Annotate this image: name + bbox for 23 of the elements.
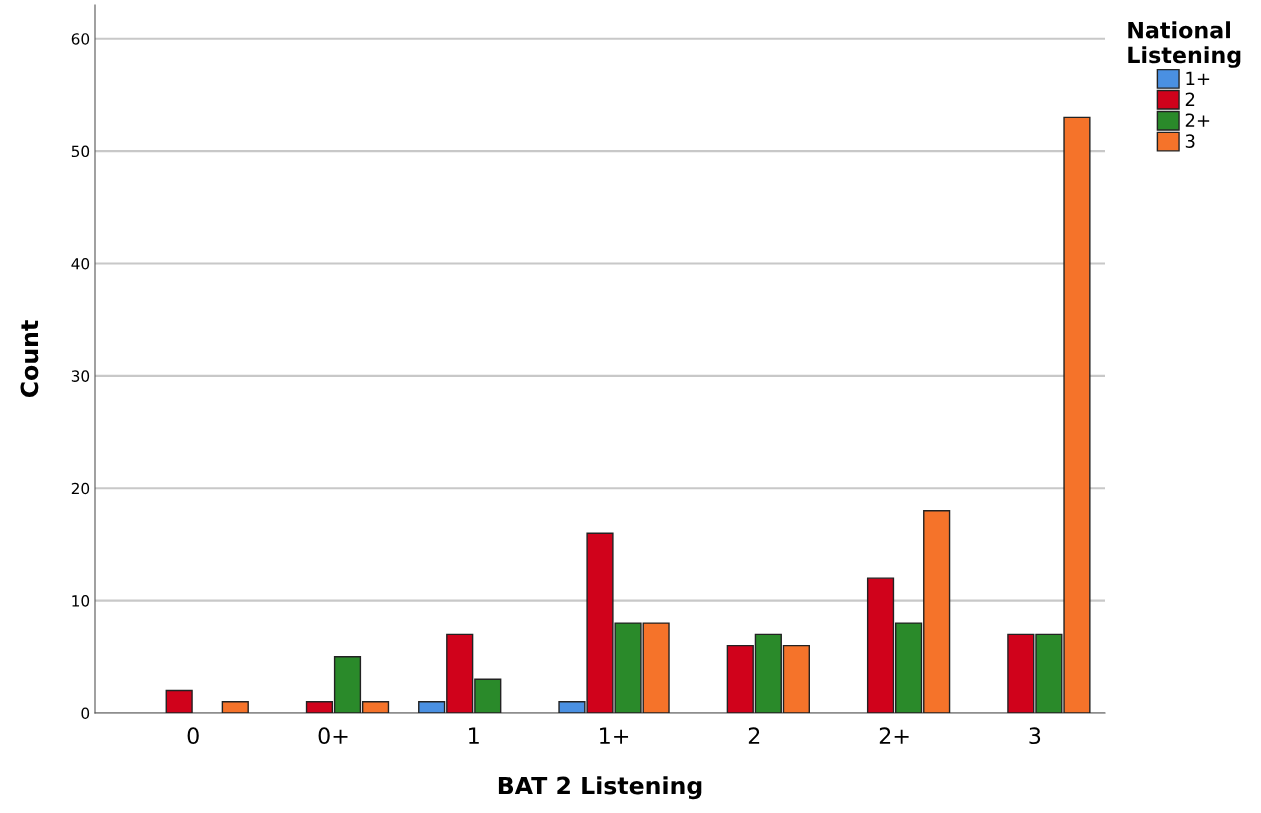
x-tick-label: 1+ <box>600 727 629 744</box>
y-axis-title: Count <box>20 320 39 398</box>
x-tick-label: 2 <box>748 727 760 744</box>
y-tick-label: 60 <box>71 33 90 45</box>
y-tick-label: 40 <box>71 257 90 270</box>
x-tick-label: 0+ <box>318 727 348 745</box>
y-tick-label: 0 <box>81 707 90 720</box>
legend-label: 2 <box>1185 92 1195 106</box>
x-tick-label: 1 <box>469 727 479 744</box>
legend-label: 3 <box>1185 134 1195 148</box>
y-tick-label: 50 <box>71 145 90 158</box>
y-tick-label: 10 <box>72 595 90 607</box>
legend-label: 2+ <box>1185 113 1210 127</box>
legend-title: National Listening <box>1128 21 1241 68</box>
x-tick-label: 3 <box>1029 727 1041 745</box>
bar <box>165 689 193 713</box>
x-tick-label: 0 <box>187 727 199 745</box>
x-tick-label: 2+ <box>879 727 909 744</box>
bar <box>221 701 249 713</box>
y-tick-label: 30 <box>71 370 90 382</box>
x-axis-title: BAT 2 Listening <box>498 776 702 800</box>
legend-label: 1+ <box>1186 71 1210 85</box>
y-tick-label: 20 <box>71 482 90 495</box>
